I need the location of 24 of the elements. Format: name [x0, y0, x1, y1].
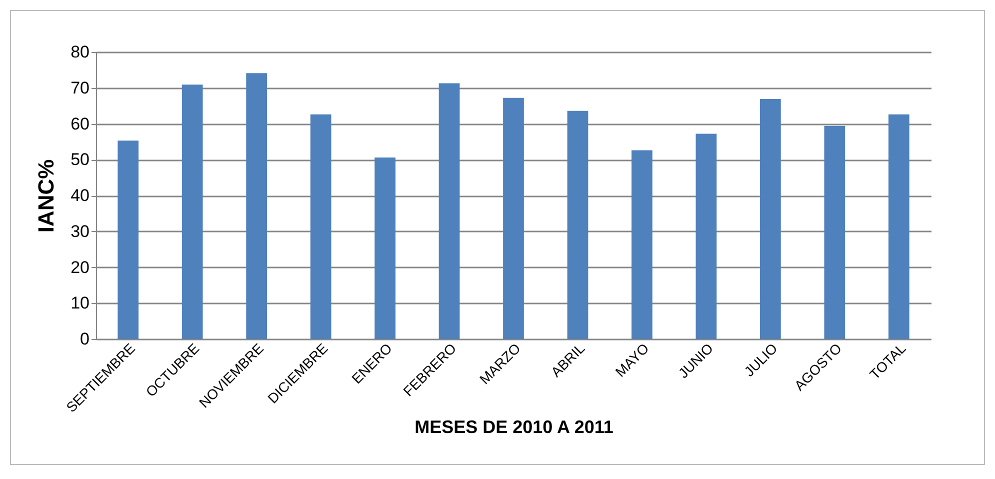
bar [567, 110, 588, 339]
y-tick-label: 20 [70, 258, 90, 277]
bar [760, 98, 781, 339]
bar [824, 126, 846, 339]
y-tick-label: 50 [70, 150, 90, 170]
bar [374, 157, 396, 339]
bar [888, 114, 910, 339]
y-tick-label: 10 [70, 294, 90, 313]
bar [696, 134, 717, 339]
y-tick-label: 70 [70, 78, 90, 98]
bar [632, 150, 652, 339]
y-tick-label: 0 [80, 330, 90, 348]
y-tick-label: 30 [70, 222, 90, 241]
y-axis-title: IANC% [34, 159, 59, 233]
bar [503, 98, 524, 339]
y-tick-label: 80 [70, 42, 90, 62]
bar [438, 83, 460, 339]
y-tick-label: 40 [70, 186, 90, 205]
bar [118, 140, 139, 339]
bar [246, 73, 268, 339]
y-tick-label: 60 [70, 114, 90, 134]
x-axis-title: MESES DE 2010 A 2011 [414, 417, 614, 438]
bar [310, 114, 332, 339]
bar [182, 84, 203, 339]
